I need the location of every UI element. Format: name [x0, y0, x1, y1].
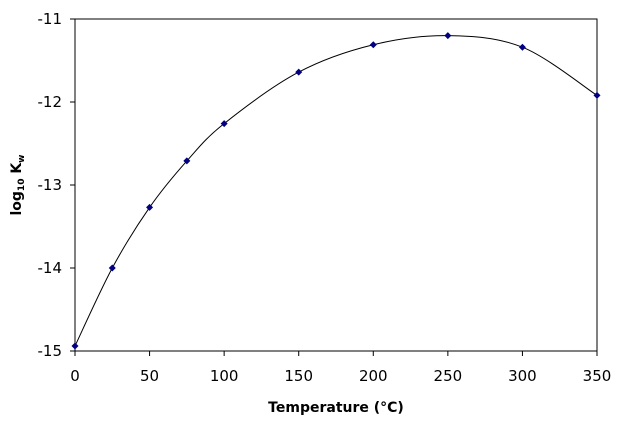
- data-point: [593, 91, 601, 99]
- x-tick-label: 150: [284, 367, 313, 385]
- x-tick-label: 200: [359, 367, 388, 385]
- x-tick-label: 250: [434, 367, 463, 385]
- y-tick-label: -14: [38, 259, 63, 277]
- x-tick-label: 0: [70, 367, 80, 385]
- data-point: [220, 120, 228, 128]
- data-point: [108, 264, 116, 272]
- trendline: [74, 35, 598, 347]
- data-point: [295, 68, 303, 76]
- y-tick-label: -12: [38, 93, 63, 111]
- x-tick-label: 50: [140, 367, 159, 385]
- data-point: [71, 342, 79, 350]
- data-point: [518, 43, 526, 51]
- data-point: [444, 32, 452, 40]
- x-tick-label: 300: [508, 367, 537, 385]
- y-axis-label: log10 Kw: [9, 154, 27, 215]
- y-tick-label: -13: [38, 176, 63, 194]
- data-point: [369, 41, 377, 49]
- y-tick-label: -15: [38, 342, 63, 360]
- data-point: [183, 157, 191, 165]
- plot-area: [74, 18, 598, 352]
- data-point: [146, 203, 154, 211]
- x-axis-label: Temperature (°C): [268, 400, 404, 416]
- x-tick-label: 100: [210, 367, 239, 385]
- y-tick-label: -11: [38, 10, 63, 28]
- x-tick-label: 350: [583, 367, 612, 385]
